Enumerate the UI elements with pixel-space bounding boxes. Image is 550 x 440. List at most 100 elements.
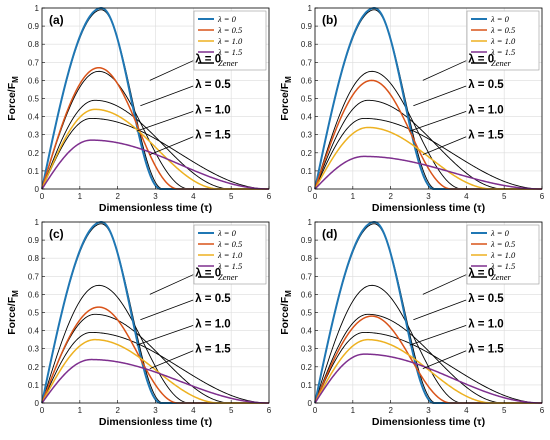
y-tick-label: 0.4 xyxy=(28,327,40,336)
legend-label: λ = 1.5 xyxy=(217,261,242,271)
legend-label: λ = 0.5 xyxy=(490,25,515,35)
y-axis-title-subscript: M xyxy=(284,290,293,297)
y-tick-label: 1 xyxy=(35,218,40,227)
y-tick-label: 0.2 xyxy=(301,149,313,158)
x-tick-label: 3 xyxy=(426,406,431,415)
x-tick-label: 5 xyxy=(502,406,507,415)
legend-label: λ = 0 xyxy=(217,228,237,238)
panel-label: (d) xyxy=(322,227,337,241)
chart-panel: 0 1 2 3 4 5 6 0 0.1 0.2 0.3 0.4 0.5 0.6 0.7 0.8 0.9 1 Dime… xyxy=(279,4,545,214)
annotation-label: λ = 1.5 xyxy=(195,130,231,142)
series-line xyxy=(41,139,269,190)
x-tick-label: 5 xyxy=(502,192,507,201)
x-tick-label: 1 xyxy=(351,192,356,201)
legend-label: λ = 1.5 xyxy=(490,261,515,271)
y-tick-label: 0.4 xyxy=(28,113,40,122)
annotation-arrow xyxy=(140,85,194,107)
x-tick-label: 3 xyxy=(426,192,431,201)
annotation-label: λ = 1.0 xyxy=(195,318,231,330)
y-tick-label: 0.8 xyxy=(301,40,313,49)
annotation-label: λ = 1.5 xyxy=(195,344,231,356)
legend-label: λ = 1.0 xyxy=(490,250,516,260)
annotation-arrow xyxy=(136,324,194,346)
x-tick-label: 1 xyxy=(351,406,356,415)
annotation-label: λ = 1.5 xyxy=(468,344,504,356)
legend-label: λ = 0 xyxy=(490,228,510,238)
y-tick-label: 0.6 xyxy=(28,76,40,85)
legend-label: λ = 0.5 xyxy=(490,239,515,249)
x-tick-label: 0 xyxy=(40,406,45,415)
annotation-label: λ = 1.0 xyxy=(195,104,231,116)
annotation-arrow xyxy=(422,274,467,295)
series-line xyxy=(314,353,542,404)
y-tick-label: 0.4 xyxy=(301,327,313,336)
series-line xyxy=(41,358,269,404)
y-tick-label: 0.3 xyxy=(28,345,40,354)
y-axis-title-main: Force/F xyxy=(6,296,18,335)
y-tick-label: 0.2 xyxy=(28,363,40,372)
y-tick-label: 0.7 xyxy=(301,58,313,67)
y-tick-label: 0.5 xyxy=(28,309,40,318)
y-tick-label: 0.3 xyxy=(301,345,313,354)
annotation-arrow xyxy=(149,136,194,155)
x-axis-title: Dimensionless time (τ) xyxy=(99,416,212,428)
x-tick-label: 3 xyxy=(153,406,158,415)
annotation-label: λ = 0.5 xyxy=(468,79,504,91)
legend-label: Zener xyxy=(491,58,512,68)
y-tick-label: 0.9 xyxy=(301,236,313,245)
legend-label: λ = 0.5 xyxy=(217,25,242,35)
annotation-label: λ = 0.5 xyxy=(195,79,231,91)
annotation-label: λ = 1.5 xyxy=(468,130,504,142)
annotation-arrow xyxy=(136,110,194,132)
y-tick-label: 0.4 xyxy=(301,113,313,122)
annotation-arrow xyxy=(422,60,467,81)
y-axis-title: Force/FM xyxy=(279,76,293,121)
y-tick-label: 0.1 xyxy=(28,167,40,176)
legend-label: λ = 1.0 xyxy=(217,250,243,260)
annotation-arrow xyxy=(422,136,467,155)
x-tick-label: 2 xyxy=(388,192,393,201)
x-tick-label: 2 xyxy=(115,192,120,201)
y-tick-label: 0 xyxy=(308,399,313,408)
series-line xyxy=(314,155,542,190)
y-axis-title-subscript: M xyxy=(284,76,293,83)
y-tick-label: 0.1 xyxy=(28,381,40,390)
y-tick-label: 0.3 xyxy=(301,131,313,140)
y-tick-label: 0.6 xyxy=(28,290,40,299)
x-axis-title: Dimensionless time (τ) xyxy=(372,416,485,428)
annotation-label: λ = 0.5 xyxy=(468,293,504,305)
x-axis-title: Dimensionless time (τ) xyxy=(99,202,212,214)
y-tick-label: 0.5 xyxy=(301,95,313,104)
legend-label: λ = 0.5 xyxy=(217,239,242,249)
x-tick-label: 6 xyxy=(540,406,545,415)
zener-curve xyxy=(314,117,542,190)
legend-label: Zener xyxy=(218,58,239,68)
annotation-arrow xyxy=(149,274,194,295)
annotation-arrow xyxy=(149,60,194,81)
annotation-arrow xyxy=(422,350,467,369)
x-tick-label: 6 xyxy=(267,406,272,415)
annotation-arrow xyxy=(413,85,467,107)
y-tick-label: 0.6 xyxy=(301,76,313,85)
annotation-arrow xyxy=(409,324,467,346)
y-tick-label: 0 xyxy=(35,399,40,408)
x-tick-label: 0 xyxy=(313,406,318,415)
x-tick-label: 4 xyxy=(464,192,469,201)
annotation-label: λ = 1.0 xyxy=(468,104,504,116)
zener-curve xyxy=(314,331,542,404)
x-tick-label: 3 xyxy=(153,192,158,201)
y-axis-title: Force/FM xyxy=(6,290,20,335)
legend-label: λ = 1.5 xyxy=(490,47,515,57)
y-tick-label: 0.5 xyxy=(301,309,313,318)
y-axis-title: Force/FM xyxy=(6,76,20,121)
x-tick-label: 1 xyxy=(78,406,83,415)
x-axis-title: Dimensionless time (τ) xyxy=(372,202,485,214)
x-tick-label: 4 xyxy=(464,406,469,415)
y-tick-label: 0.9 xyxy=(28,22,40,31)
panel-label: (b) xyxy=(322,13,337,27)
y-tick-label: 1 xyxy=(308,4,313,13)
panel-label: (c) xyxy=(49,227,64,241)
